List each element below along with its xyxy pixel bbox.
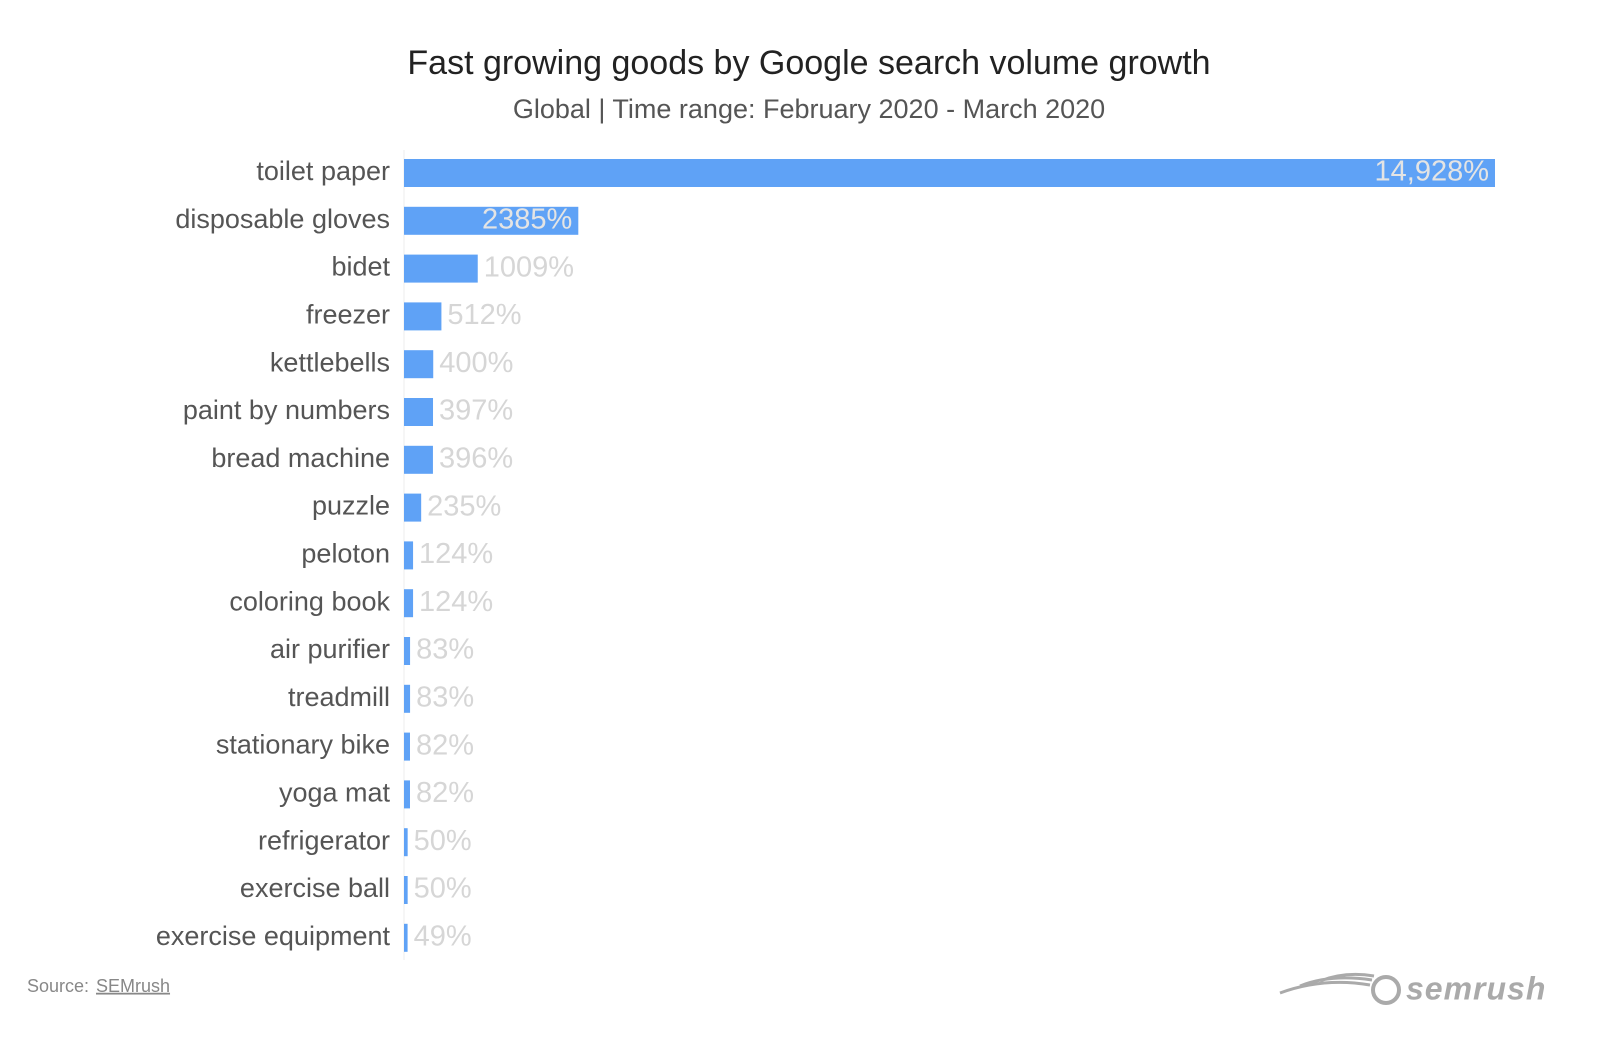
y-tick-label: air purifier [270, 634, 390, 664]
bar [404, 493, 422, 522]
y-tick-label: treadmill [288, 682, 390, 712]
bar [404, 302, 442, 331]
value-label: 397% [439, 395, 513, 427]
bar [404, 206, 579, 235]
source-label: Source: [27, 976, 89, 996]
bar [404, 445, 433, 474]
value-label: 50% [414, 873, 472, 905]
bar [404, 923, 408, 952]
bar [404, 828, 408, 857]
logo-text: semrush [1406, 970, 1546, 1006]
value-label: 235% [427, 490, 501, 522]
value-label: 82% [416, 729, 474, 761]
value-label: 1009% [484, 251, 574, 283]
logo: semrush [1279, 970, 1546, 1006]
y-tick-label: puzzle [312, 491, 390, 521]
value-label: 49% [414, 920, 472, 952]
y-tick-label: freezer [306, 300, 390, 330]
value-label: 512% [447, 299, 521, 331]
value-label: 124% [419, 586, 493, 618]
value-label: 400% [439, 347, 513, 379]
y-tick-label: paint by numbers [183, 395, 390, 425]
value-label: 83% [416, 634, 474, 666]
bar [404, 732, 410, 761]
chart-title: Fast growing goods by Google search volu… [407, 44, 1210, 82]
logo-circle [1371, 975, 1401, 1005]
value-label: 14,928% [1375, 156, 1490, 188]
bar [404, 398, 434, 426]
value-label: 82% [416, 777, 474, 809]
y-tick-label: refrigerator [258, 825, 390, 855]
bar [404, 684, 411, 713]
value-label: 2385% [482, 203, 572, 235]
bar [404, 254, 478, 283]
y-tick-label: exercise equipment [156, 921, 391, 951]
y-tick-label: exercise ball [240, 873, 390, 903]
bar [404, 876, 408, 904]
value-label: 396% [439, 442, 513, 474]
y-tick-label: bread machine [211, 443, 390, 473]
logo-mark [1279, 972, 1375, 995]
source-link[interactable]: SEMrush [96, 976, 170, 996]
bar [404, 780, 410, 809]
value-label: 83% [416, 681, 474, 713]
y-tick-label: kettlebells [270, 347, 390, 377]
y-tick-label: toilet paper [256, 156, 390, 186]
bar [404, 541, 414, 570]
y-tick-label: peloton [301, 539, 390, 569]
y-tick-label: bidet [331, 252, 390, 282]
value-label: 50% [414, 825, 472, 857]
bar [404, 159, 1495, 187]
y-tick-label: yoga mat [279, 778, 391, 808]
bar [404, 350, 434, 379]
y-tick-label: stationary bike [216, 730, 390, 760]
value-label: 124% [419, 538, 493, 570]
bar [404, 589, 414, 618]
y-tick-label: disposable gloves [175, 204, 390, 234]
chart-subtitle: Global | Time range: February 2020 - Mar… [513, 94, 1105, 124]
y-tick-label: coloring book [229, 586, 390, 616]
bar [404, 637, 411, 665]
